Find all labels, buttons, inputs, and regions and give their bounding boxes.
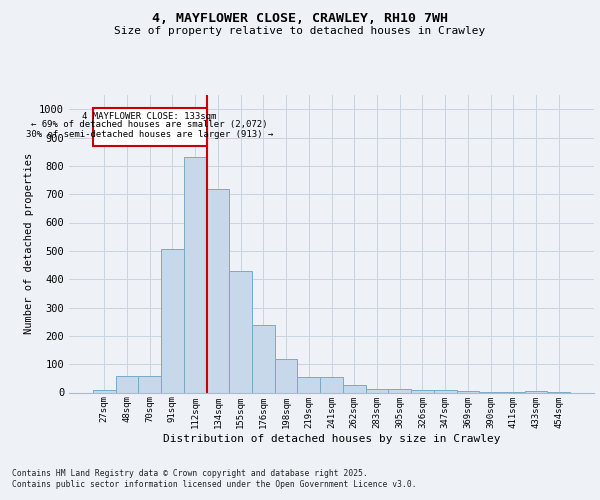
Bar bbox=[229, 270, 252, 392]
Bar bbox=[457, 391, 479, 392]
Bar bbox=[116, 376, 139, 392]
Bar bbox=[184, 158, 206, 392]
Text: Size of property relative to detached houses in Crawley: Size of property relative to detached ho… bbox=[115, 26, 485, 36]
Bar bbox=[298, 377, 320, 392]
Bar bbox=[320, 377, 343, 392]
Bar bbox=[206, 188, 229, 392]
Text: 4, MAYFLOWER CLOSE, CRAWLEY, RH10 7WH: 4, MAYFLOWER CLOSE, CRAWLEY, RH10 7WH bbox=[152, 12, 448, 26]
Text: Contains HM Land Registry data © Crown copyright and database right 2025.: Contains HM Land Registry data © Crown c… bbox=[12, 469, 368, 478]
Bar bbox=[275, 358, 298, 392]
Text: 4 MAYFLOWER CLOSE: 133sqm: 4 MAYFLOWER CLOSE: 133sqm bbox=[82, 112, 217, 121]
Text: 30% of semi-detached houses are larger (913) →: 30% of semi-detached houses are larger (… bbox=[26, 130, 274, 139]
Bar bbox=[343, 384, 365, 392]
Bar bbox=[161, 250, 184, 392]
Y-axis label: Number of detached properties: Number of detached properties bbox=[23, 153, 34, 334]
Bar bbox=[388, 389, 411, 392]
Bar bbox=[139, 376, 161, 392]
Bar bbox=[365, 389, 388, 392]
Text: ← 69% of detached houses are smaller (2,072): ← 69% of detached houses are smaller (2,… bbox=[31, 120, 268, 130]
FancyBboxPatch shape bbox=[93, 108, 206, 146]
Bar bbox=[434, 390, 457, 392]
Bar bbox=[93, 390, 116, 392]
Bar bbox=[411, 390, 434, 392]
X-axis label: Distribution of detached houses by size in Crawley: Distribution of detached houses by size … bbox=[163, 434, 500, 444]
Text: Contains public sector information licensed under the Open Government Licence v3: Contains public sector information licen… bbox=[12, 480, 416, 489]
Bar bbox=[524, 391, 547, 392]
Bar bbox=[252, 324, 275, 392]
